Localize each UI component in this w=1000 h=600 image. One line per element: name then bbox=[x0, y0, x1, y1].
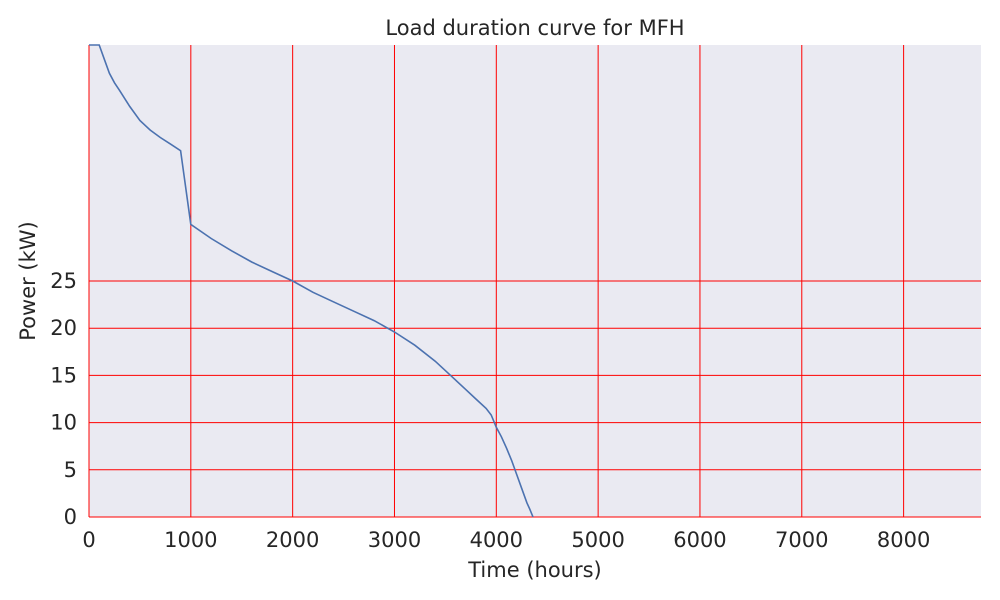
x-tick-label: 8000 bbox=[877, 528, 930, 552]
x-tick-labels: 0 1000 2000 3000 4000 5000 6000 7000 8000 bbox=[82, 528, 930, 552]
y-tick-labels: 0 5 10 15 20 25 bbox=[50, 269, 77, 529]
x-tick-label: 5000 bbox=[571, 528, 624, 552]
x-tick-label: 2000 bbox=[266, 528, 319, 552]
x-tick-label: 0 bbox=[82, 528, 95, 552]
y-tick-label: 20 bbox=[50, 316, 77, 340]
x-tick-label: 3000 bbox=[368, 528, 421, 552]
y-tick-label: 10 bbox=[50, 411, 77, 435]
grid bbox=[88, 45, 981, 518]
y-tick-label: 15 bbox=[50, 363, 77, 387]
x-tick-label: 4000 bbox=[470, 528, 523, 552]
y-tick-label: 25 bbox=[50, 269, 77, 293]
x-axis-label: Time (hours) bbox=[467, 558, 602, 582]
y-axis-label: Power (kW) bbox=[16, 221, 40, 340]
x-tick-label: 7000 bbox=[775, 528, 828, 552]
series-line bbox=[89, 44, 534, 518]
y-tick-label: 5 bbox=[64, 458, 77, 482]
x-tick-label: 6000 bbox=[673, 528, 726, 552]
y-tick-label: 0 bbox=[64, 505, 77, 529]
chart-title: Load duration curve for MFH bbox=[385, 16, 684, 40]
x-tick-label: 1000 bbox=[164, 528, 217, 552]
